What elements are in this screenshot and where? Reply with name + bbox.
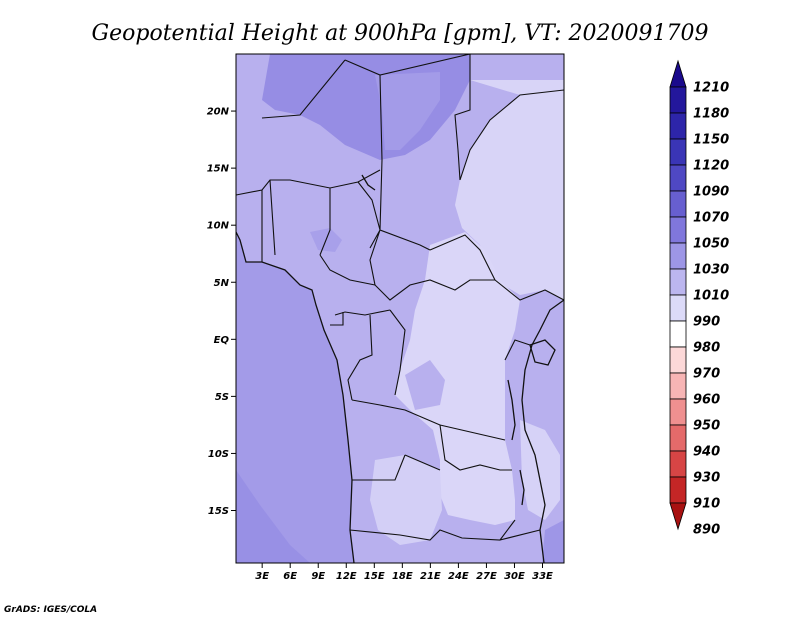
colorbar-swatch bbox=[669, 450, 687, 478]
colorbar-label: 930 bbox=[693, 471, 720, 486]
borders bbox=[236, 54, 564, 541]
colorbar-label: 990 bbox=[693, 315, 720, 330]
colorbar-swatch bbox=[669, 502, 687, 531]
colorbar-swatch bbox=[669, 320, 687, 348]
colorbar-swatch bbox=[669, 346, 687, 374]
colorbar-swatch bbox=[669, 86, 687, 114]
y-axis: 20N 15N 10N 5N EQ 5S 10S 15S bbox=[207, 107, 236, 517]
colorbar-label: 940 bbox=[693, 445, 720, 460]
field-congo-basin bbox=[395, 232, 520, 525]
colorbar-label: 1070 bbox=[693, 211, 729, 226]
colorbar-swatch bbox=[669, 424, 687, 452]
grads-credit: GrADS: IGES/COLA bbox=[4, 605, 97, 615]
coastline-west bbox=[236, 231, 355, 563]
colorbar-swatch bbox=[669, 372, 687, 400]
colorbar-label: 1030 bbox=[693, 263, 729, 278]
lake-malawi bbox=[519, 469, 525, 506]
x-axis: 3E 6E 9E 12E 15E 18E 21E 24E 27E 30E 33E bbox=[255, 563, 553, 582]
map-frame bbox=[235, 53, 565, 564]
colorbar-label: 980 bbox=[693, 341, 720, 356]
chart-title: Geopotential Height at 900hPa [gpm], VT:… bbox=[92, 21, 709, 46]
field-congo-patch bbox=[405, 360, 445, 410]
colorbar-label: 1010 bbox=[693, 289, 729, 304]
map-plot-area bbox=[236, 54, 564, 563]
lake-tanganyika bbox=[507, 379, 516, 441]
x-tick-label: 12E bbox=[336, 571, 357, 582]
colorbar-swatch bbox=[669, 138, 687, 166]
y-tick-label: 15N bbox=[207, 164, 230, 175]
field-southwest-ocean bbox=[236, 470, 310, 563]
x-tick-label: 18E bbox=[392, 571, 413, 582]
x-tick-label: 3E bbox=[255, 571, 269, 582]
colorbar-swatch bbox=[669, 164, 687, 192]
colorbar-label: 970 bbox=[693, 367, 720, 382]
y-tick-label: 5N bbox=[214, 278, 230, 289]
colorbar-swatch bbox=[669, 190, 687, 218]
colorbar-swatch bbox=[669, 216, 687, 244]
colorbar-label: 1090 bbox=[693, 185, 729, 200]
field-eastern-lowland bbox=[455, 80, 564, 300]
colorbar-swatch bbox=[669, 398, 687, 426]
colorbar-label: 950 bbox=[693, 419, 720, 434]
colorbar-label: 960 bbox=[693, 393, 720, 408]
coastline-east bbox=[521, 299, 564, 563]
colorbar-swatch bbox=[669, 268, 687, 296]
x-tick-label: 27E bbox=[476, 571, 497, 582]
colorbar-label: 910 bbox=[693, 497, 720, 512]
colorbar-swatch bbox=[669, 242, 687, 270]
colorbar-label: 1150 bbox=[693, 133, 729, 148]
colorbar-swatch bbox=[669, 59, 687, 88]
colorbar-label: 1050 bbox=[693, 237, 729, 252]
y-tick-label: 10N bbox=[207, 221, 230, 232]
x-tick-label: 21E bbox=[420, 571, 441, 582]
x-tick-label: 15E bbox=[364, 571, 385, 582]
lake-victoria bbox=[529, 339, 556, 366]
field-southern-light bbox=[370, 455, 442, 545]
colorbar-label: 1210 bbox=[693, 81, 729, 96]
colorbar-swatch bbox=[669, 112, 687, 140]
x-tick-label: 30E bbox=[504, 571, 525, 582]
x-tick-label: 33E bbox=[532, 571, 553, 582]
colorbar-label: 1120 bbox=[693, 159, 729, 174]
y-tick-label: 20N bbox=[207, 107, 230, 118]
field-southeast-corner bbox=[542, 520, 564, 563]
colorbar: 1210 1180 1150 1120 1090 1070 1050 1030 1010 990 9… bbox=[669, 59, 729, 538]
y-tick-label: EQ bbox=[214, 335, 230, 346]
y-tick-label: 5S bbox=[215, 392, 229, 403]
colorbar-label: 1180 bbox=[693, 107, 729, 122]
x-tick-label: 9E bbox=[311, 571, 325, 582]
x-tick-label: 24E bbox=[448, 571, 469, 582]
colorbar-label: 890 bbox=[693, 523, 720, 538]
field-sahara-lobe bbox=[375, 72, 440, 150]
colorbar-swatch bbox=[669, 294, 687, 322]
y-tick-label: 15S bbox=[208, 506, 229, 517]
x-tick-label: 6E bbox=[283, 571, 297, 582]
colorbar-swatch bbox=[669, 476, 687, 504]
y-tick-label: 10S bbox=[208, 449, 229, 460]
field-southeast-light bbox=[520, 420, 560, 520]
